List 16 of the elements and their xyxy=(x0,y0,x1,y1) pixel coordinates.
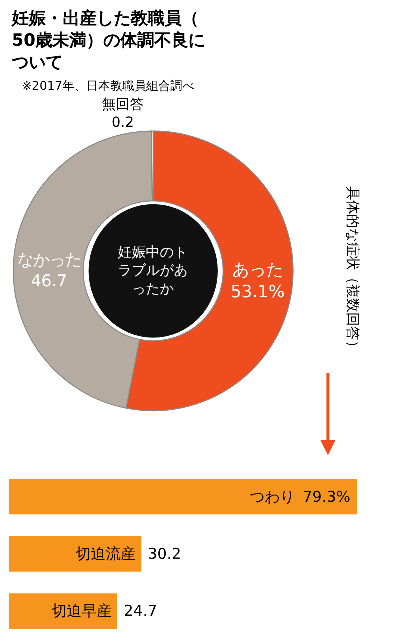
chart-title: 具体的な症状（複数回答） xyxy=(344,186,361,355)
chart-subtitle: ※2017年、日本教職員組合調べ xyxy=(22,79,195,93)
slice-label: なかった xyxy=(17,250,82,270)
data-label: 24.7 xyxy=(124,602,158,620)
y-tick-label: 切迫流産 xyxy=(76,545,136,563)
data-label: 53.1% xyxy=(230,282,285,302)
slice-label: 無回答 xyxy=(102,97,144,114)
data-label: 30.2 xyxy=(148,545,182,563)
slice-label: あった xyxy=(232,260,284,280)
text: 妊娠中のトラブルがあったか xyxy=(118,245,188,298)
data-label: 0.2 xyxy=(112,115,134,132)
y-tick-label: 切迫早産 xyxy=(52,602,112,620)
chart-title: 妊娠・出産した教職員（50歳未満）の体調不良について xyxy=(11,9,206,74)
data-label: 46.7 xyxy=(31,272,68,291)
y-tick-label: つわり xyxy=(250,488,295,506)
data-label: 79.3% xyxy=(303,488,351,506)
